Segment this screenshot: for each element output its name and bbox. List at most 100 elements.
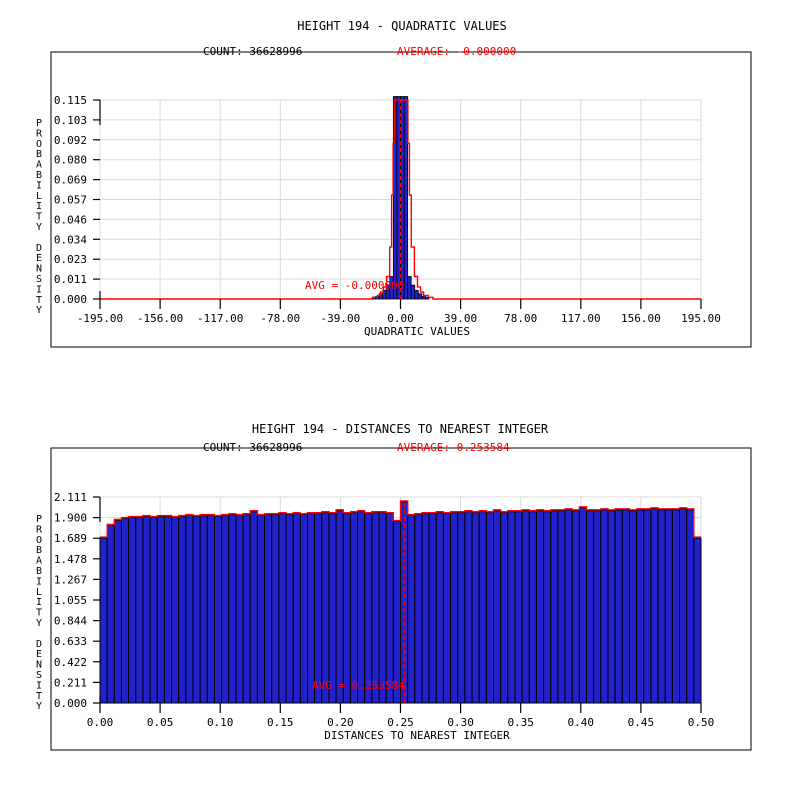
- y-axis-title-letter: T: [36, 295, 42, 306]
- histogram-bar: [357, 511, 366, 704]
- histogram-bar: [228, 514, 237, 704]
- histogram-bar: [593, 510, 602, 704]
- histogram-bar: [421, 296, 426, 300]
- y-axis-title-letter: O: [36, 535, 42, 546]
- histogram-bar: [564, 509, 573, 704]
- x-axis-title: QUADRATIC VALUES: [364, 325, 470, 338]
- x-tick-label: 0.40: [568, 716, 595, 729]
- plot-area: 0.115 0.103 0.092 0.080 0.069 0.057 0.046 0.034…: [36, 94, 721, 325]
- x-tick-label: 0.35: [507, 716, 534, 729]
- x-tick-label: 0.30: [447, 716, 474, 729]
- histogram-bar: [636, 509, 645, 704]
- y-axis-title-letter: D: [36, 243, 42, 254]
- histogram-bar: [621, 509, 630, 704]
- y-axis-title-letter: I: [36, 576, 42, 587]
- histogram-bar: [185, 515, 194, 704]
- histogram-bar: [128, 517, 137, 704]
- histogram-bar: [485, 512, 495, 704]
- histogram-bar: [600, 509, 609, 704]
- x-tick-label: 0.00: [387, 312, 414, 325]
- histogram-bar: [192, 516, 201, 704]
- histogram-bar: [106, 524, 115, 704]
- x-tick-label: 0.05: [147, 716, 174, 729]
- histogram-bar: [278, 513, 287, 704]
- y-axis-title-letter: Y: [36, 701, 42, 712]
- histogram-bar: [314, 513, 323, 704]
- histogram-bar: [679, 508, 688, 704]
- y-axis-title-letter: Y: [36, 222, 42, 233]
- histogram-bar: [450, 512, 459, 704]
- x-axis-title: DISTANCES TO NEAREST INTEGER: [324, 729, 510, 742]
- histogram-bar: [335, 510, 344, 704]
- x-tick-label: -39.00: [321, 312, 361, 325]
- histogram-bar: [410, 284, 416, 300]
- count-label: COUNT: 36628996: [203, 441, 302, 454]
- x-tick-label: 0.15: [267, 716, 294, 729]
- x-tick-label: -78.00: [260, 312, 300, 325]
- y-tick-label: 1.055: [54, 594, 87, 607]
- histogram-bar: [557, 510, 566, 704]
- chart-distances-to-nearest-integer: HEIGHT 194 - DISTANCES TO NEAREST INTEGE…: [36, 422, 752, 751]
- y-tick-label: 1.478: [54, 553, 87, 566]
- y-tick-label: 0.000: [54, 697, 87, 710]
- histogram-bar: [99, 537, 108, 704]
- histogram-bar: [113, 520, 122, 704]
- histogram-bar: [407, 276, 412, 300]
- y-tick-label: 0.069: [54, 174, 87, 187]
- y-tick-label: 0.057: [54, 194, 87, 207]
- x-tick-label: -195.00: [77, 312, 123, 325]
- histogram-bar: [424, 296, 430, 300]
- histogram-bar: [142, 516, 151, 704]
- y-axis-title-letter: B: [36, 170, 42, 181]
- y-axis-title-letter: S: [36, 670, 42, 681]
- histogram-bar: [521, 510, 530, 704]
- count-label: COUNT: 36628996: [203, 45, 302, 58]
- histogram-bar: [235, 515, 244, 704]
- chart-frame: [50, 51, 752, 348]
- y-axis-title-letter: B: [36, 566, 42, 577]
- y-axis-title-letter: T: [36, 608, 42, 619]
- histogram-bar: [149, 517, 158, 704]
- y-axis-title-letter: R: [36, 128, 43, 139]
- y-tick-label: 0.000: [54, 293, 87, 306]
- y-axis-title-letter: P: [36, 118, 42, 129]
- histogram-bar: [285, 514, 294, 704]
- histogram-bar: [493, 510, 502, 704]
- y-axis-title-letter: T: [36, 691, 42, 702]
- histogram-bar: [550, 510, 559, 704]
- x-tick-label: 0.10: [207, 716, 234, 729]
- histogram-bar: [417, 293, 423, 300]
- y-axis-title-letter: R: [36, 524, 43, 535]
- histogram-bar: [471, 512, 480, 704]
- histogram-bar: [392, 520, 402, 704]
- y-axis-title-letter: E: [36, 649, 42, 660]
- y-axis-title-letter: D: [36, 639, 42, 650]
- histogram-bar: [414, 289, 419, 300]
- y-tick-label: 0.115: [54, 94, 87, 107]
- histogram-bar: [686, 509, 695, 704]
- average-label: AVERAGE: 0.253584: [397, 441, 510, 454]
- histogram-bar: [535, 510, 545, 704]
- y-tick-label: 0.011: [54, 273, 87, 286]
- histogram-bar: [403, 96, 409, 300]
- chart-title: HEIGHT 194 - DISTANCES TO NEAREST INTEGE…: [252, 422, 549, 436]
- x-tick-label: 39.00: [444, 312, 477, 325]
- avg-annotation: AVG = -0.000000: [305, 279, 404, 292]
- histogram-bar: [163, 516, 173, 704]
- y-axis-title-letter: I: [36, 201, 42, 212]
- x-tick-label: -156.00: [137, 312, 183, 325]
- histogram-bar: [435, 512, 444, 704]
- histogram-bar: [578, 507, 588, 704]
- histogram-bar: [457, 512, 466, 704]
- y-axis-title-letter: I: [36, 180, 42, 191]
- y-axis-title-letter: L: [36, 587, 42, 598]
- histogram-bar: [693, 537, 702, 704]
- average-label: AVERAGE: -0.000000: [397, 45, 516, 58]
- histogram-bar: [428, 513, 437, 704]
- x-tick-label: 0.25: [387, 716, 414, 729]
- histogram-bar: [671, 509, 681, 704]
- histogram-bar: [528, 511, 537, 704]
- chart-title: HEIGHT 194 - QUADRATIC VALUES: [297, 19, 507, 33]
